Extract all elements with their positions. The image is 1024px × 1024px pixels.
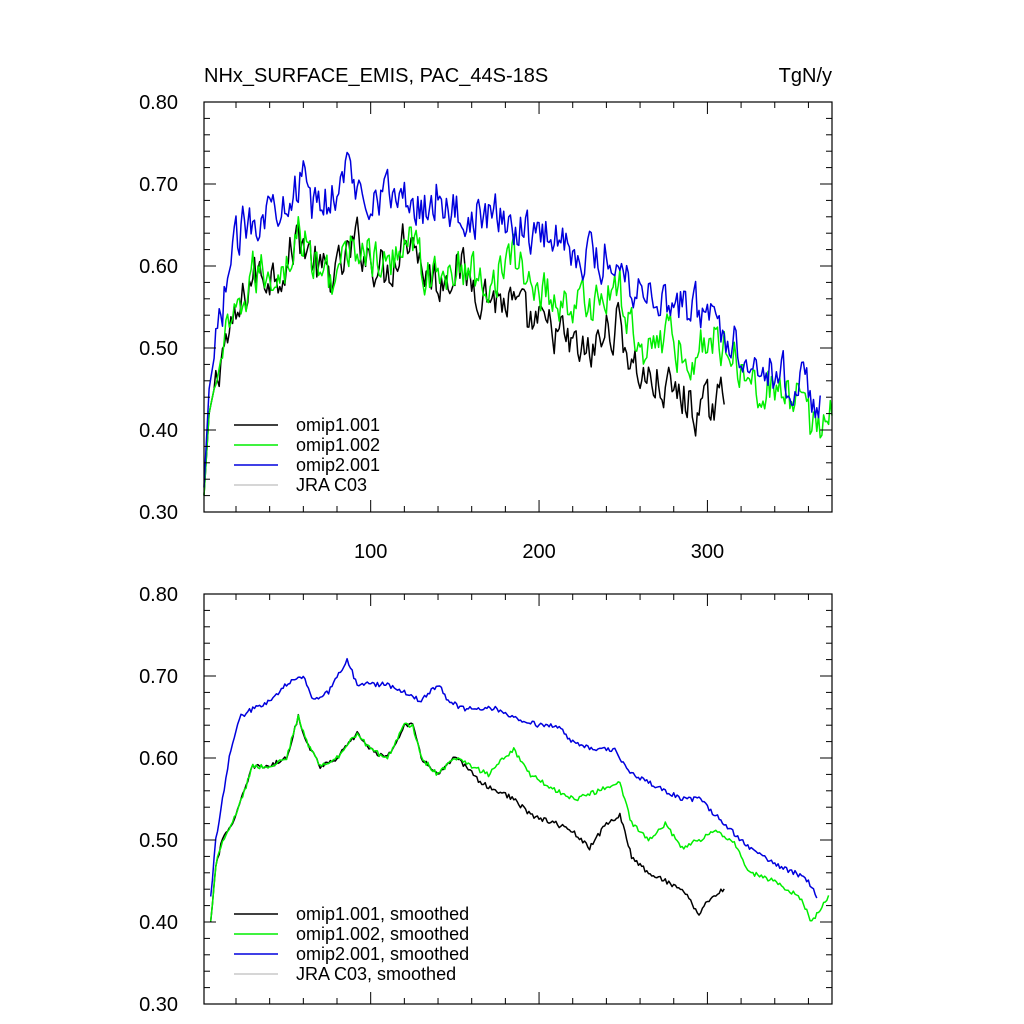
chart-title: NHx_SURFACE_EMIS, PAC_44S-18S	[204, 65, 548, 87]
y-tick-label: 0.50	[139, 830, 178, 852]
y-tick-label: 0.60	[139, 748, 178, 770]
y-tick-label: 0.40	[139, 912, 178, 934]
plot-frame	[203, 101, 833, 513]
series-line-omip1-001	[203, 216, 725, 496]
y-tick-label: 0.70	[139, 666, 178, 688]
series-line-omip2-001	[203, 151, 821, 488]
y-tick-label: 0.70	[139, 174, 178, 196]
legend-label: omip1.001, smoothed	[296, 904, 469, 924]
series-line-omip2-001-smoothed	[209, 657, 818, 899]
y-tick-label: 0.80	[139, 584, 178, 606]
legend-label: omip1.001	[296, 415, 380, 435]
plot-frame	[203, 593, 833, 1005]
y-tick-label: 0.80	[139, 92, 178, 114]
legend-label: JRA C03, smoothed	[296, 964, 456, 984]
y-tick-label: 0.30	[139, 502, 178, 524]
panel-top: 0.30 0.40 0.50 0.60 0.70 0.80 100 200 300 NHx_SUR…	[139, 65, 833, 563]
y-tick-label: 0.30	[139, 994, 178, 1016]
series-line-omip1-002-smoothed	[209, 714, 830, 922]
y-tick-label: 0.60	[139, 256, 178, 278]
legend-label: omip2.001, smoothed	[296, 944, 469, 964]
series-line-omip1-001-smoothed	[209, 713, 725, 922]
series-line-omip1-002	[203, 215, 833, 496]
legend-label: omip1.002, smoothed	[296, 924, 469, 944]
panel-bottom: 0.30 0.40 0.50 0.60 0.70 0.80 omip1.001, smoot…	[139, 584, 833, 1016]
x-tick-label: 300	[691, 541, 724, 563]
legend-label: JRA C03	[296, 475, 367, 495]
y-tick-label: 0.40	[139, 420, 178, 442]
chart-units: TgN/y	[779, 65, 832, 87]
legend-label: omip1.002	[296, 435, 380, 455]
y-tick-label: 0.50	[139, 338, 178, 360]
x-tick-label: 200	[522, 541, 555, 563]
x-tick-label: 100	[354, 541, 387, 563]
legend-label: omip2.001	[296, 455, 380, 475]
